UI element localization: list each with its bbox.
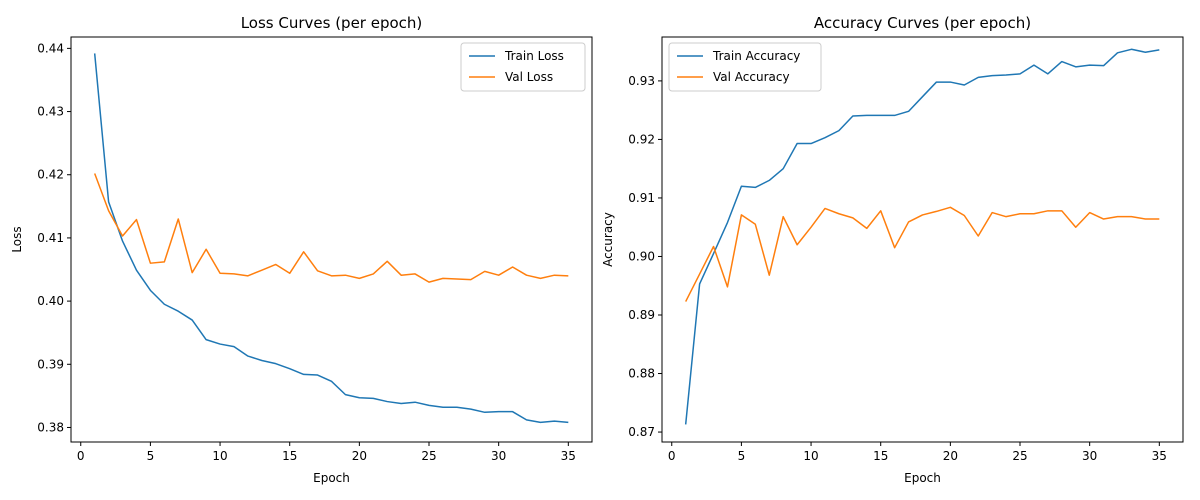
legend-box [460,42,586,92]
y-axis-label: Accuracy [601,212,615,267]
x-tick-label: 5 [147,449,155,463]
legend-label-train-loss: Train Loss [504,49,564,63]
x-tick-label: 30 [491,449,506,463]
y-tick-label: 0.44 [37,41,64,55]
y-tick-label: 0.91 [628,191,655,205]
y-tick-label: 0.89 [628,308,655,322]
x-tick-label: 25 [421,449,436,463]
y-tick-label: 0.38 [37,420,64,434]
legend-label-val-accuracy: Val Accuracy [713,70,790,84]
plot-area [661,36,1184,443]
x-tick-label: 20 [352,449,367,463]
chart-panel-1: Loss Curves (per epoch) 0 5 10 15 20 25 30 35 0.3… [10,14,593,485]
plot-area [70,36,593,443]
x-tick-label: 35 [561,449,576,463]
y-tick-label: 0.88 [628,367,655,381]
x-tick-label: 0 [77,449,85,463]
y-tick-label: 0.43 [37,105,64,119]
chart-title: Accuracy Curves (per epoch) [814,14,1031,32]
x-tick-label: 10 [803,449,818,463]
x-axis-label: Epoch [904,471,941,485]
y-tick-label: 0.92 [628,132,655,146]
x-tick-label: 5 [738,449,746,463]
y-tick-label: 0.87 [628,425,655,439]
x-axis-label: Epoch [313,471,350,485]
y-axis-label: Loss [10,226,24,252]
series-line-train-accuracy [684,48,1160,425]
legend-label-train-accuracy: Train Accuracy [712,49,800,63]
y-tick-label: 0.93 [628,74,655,88]
y-tick-label: 0.39 [37,357,64,371]
series-line-val-loss [93,173,569,283]
x-tick-label: 0 [668,449,676,463]
series-line-val-accuracy [685,206,1160,302]
x-tick-label: 15 [873,449,888,463]
chart-panel-2: Accuracy Curves (per epoch) 0 5 10 15 20 25 30 3… [601,14,1184,485]
legend: Train Accuracy Val Accuracy [668,42,822,92]
y-tick-label: 0.90 [628,249,655,263]
legend: Train Loss Val Loss [460,42,586,92]
y-tick-label: 0.40 [37,294,64,308]
x-tick-label: 10 [212,449,227,463]
x-tick-label: 30 [1082,449,1097,463]
x-tick-label: 35 [1152,449,1167,463]
x-tick-label: 25 [1012,449,1027,463]
y-tick-label: 0.42 [37,168,64,182]
legend-box [668,42,822,92]
series-line-train-loss [93,53,569,424]
chart-title: Loss Curves (per epoch) [241,14,423,32]
legend-label-val-loss: Val Loss [505,70,553,84]
x-tick-label: 15 [282,449,297,463]
y-tick-label: 0.41 [37,231,64,245]
x-tick-label: 20 [943,449,958,463]
